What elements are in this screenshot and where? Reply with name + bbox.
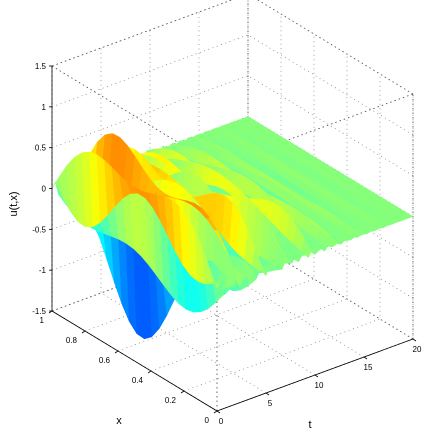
- grid-line: [51, 34, 414, 136]
- z-tick-label: 1.5: [35, 62, 47, 71]
- z-tick-label: -1: [39, 266, 47, 275]
- x-tick-mark: [114, 350, 119, 354]
- x-tick-mark: [180, 390, 185, 394]
- x-tick-label: 1: [40, 316, 45, 325]
- box-edge: [216, 93, 414, 167]
- t-axis-label: t: [308, 419, 311, 431]
- x-axis-line: [51, 310, 218, 412]
- x-tick-mark: [81, 330, 86, 334]
- t-tick-mark: [412, 338, 417, 342]
- t-tick-label: 0: [219, 417, 224, 426]
- x-tick-label: 0.6: [99, 356, 111, 365]
- x-tick-mark: [147, 370, 152, 374]
- z-tick-label: 0.5: [35, 144, 47, 153]
- x-axis-label: x: [116, 415, 122, 427]
- x-tick-label: 0: [205, 416, 210, 425]
- z-tick-label: 0: [42, 185, 47, 194]
- t-tick-label: 15: [364, 363, 373, 372]
- box-edge: [257, 0, 414, 95]
- box-edge: [51, 0, 233, 67]
- t-tick-label: 5: [268, 399, 273, 408]
- box-edge: [51, 65, 218, 167]
- t-tick-mark: [216, 410, 221, 414]
- x-tick-label: 0.8: [66, 336, 78, 345]
- surface-patch: [209, 267, 221, 290]
- t-tick-mark: [314, 374, 319, 378]
- t-tick-label: 10: [315, 381, 324, 390]
- grid-line: [149, 30, 316, 376]
- surface-mesh: [51, 116, 414, 340]
- grid-line: [247, 0, 414, 340]
- z-tick-label: -0.5: [32, 225, 46, 234]
- z-tick-label: -1.5: [32, 307, 46, 316]
- t-tick-mark: [265, 392, 270, 396]
- grid-line: [100, 48, 267, 394]
- x-tick-label: 0.2: [165, 396, 177, 405]
- x-tick-label: 0.4: [132, 376, 144, 385]
- z-axis-label: u(t,x): [8, 191, 20, 216]
- grid-line: [51, 0, 414, 95]
- x-tick-mark: [213, 410, 218, 414]
- t-tick-mark: [363, 356, 368, 360]
- z-tick-label: 1: [42, 103, 47, 112]
- t-tick-label: 20: [413, 345, 422, 354]
- grid-line: [198, 12, 365, 358]
